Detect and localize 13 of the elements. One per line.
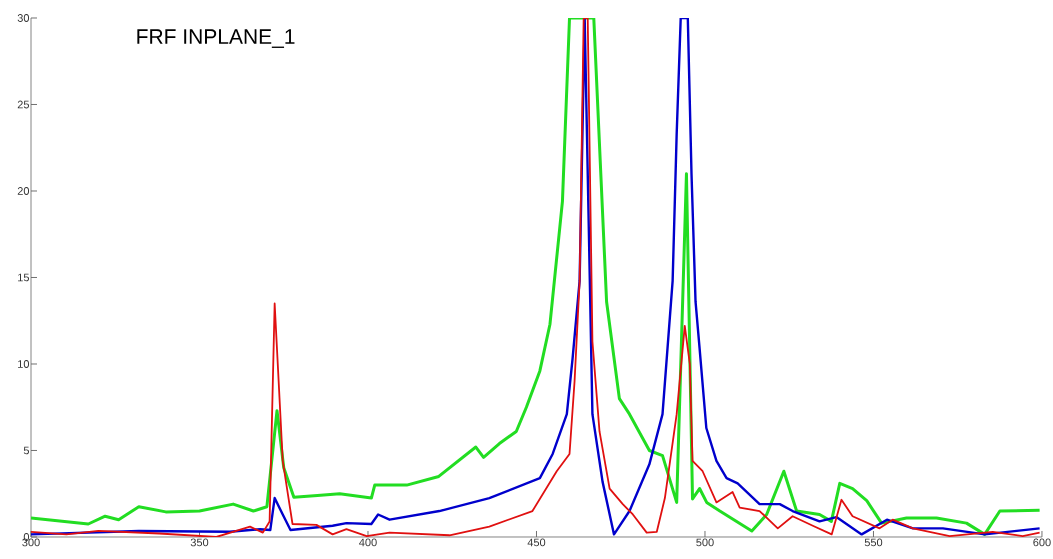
x-tick-label: 500 [696, 538, 714, 547]
x-tick-label: 450 [527, 538, 546, 547]
y-tick-label: 10 [18, 360, 30, 368]
y-tick-label: 20 [17, 187, 30, 195]
y-tick-label: 15 [18, 273, 29, 282]
y-tick-label: 25 [17, 100, 29, 109]
x-tick-label: 550 [864, 538, 883, 547]
y-tick-label: 5 [23, 446, 30, 455]
chart-title: FRF INPLANE_1 [137, 29, 295, 48]
x-tick-label: 350 [190, 538, 209, 547]
x-tick-label: 600 [1033, 538, 1051, 547]
y-tick-label: 30 [17, 14, 30, 22]
x-tick-label: 400 [359, 538, 377, 547]
